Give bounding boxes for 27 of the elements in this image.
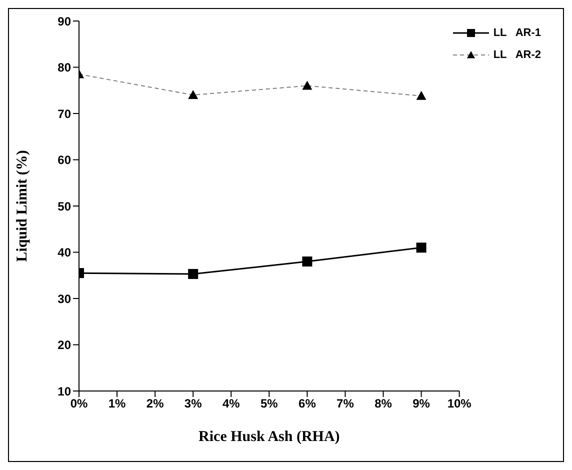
y-tick-label: 30 [58, 292, 72, 306]
x-tick-label: 3% [184, 396, 202, 411]
x-tick-label: 6% [298, 396, 316, 411]
y-tick-label: 70 [58, 106, 72, 121]
x-tick-label: 7% [336, 396, 354, 411]
y-tick-label: 10 [58, 384, 72, 398]
y-tick-label: 40 [58, 246, 72, 260]
y-tick-label: 20 [58, 338, 72, 352]
legend-label: LL AR-1 [493, 27, 541, 39]
x-tick-label: 4% [222, 396, 240, 411]
x-tick-label: 10% [447, 396, 472, 411]
y-tick-label: 80 [58, 60, 72, 75]
y-tick-label: 90 [58, 14, 72, 28]
y-axis-title: Liquid Limit (%) [14, 150, 30, 262]
x-tick-label: 8% [374, 396, 392, 411]
point [302, 256, 312, 266]
x-tick-label: 0% [70, 396, 88, 411]
point [188, 268, 198, 279]
x-tick-label: 5% [260, 396, 278, 411]
y-tick-label: 60 [58, 153, 72, 168]
legend-label: LL AR-2 [493, 49, 541, 61]
x-tick-label: 1% [108, 396, 126, 411]
x-axis-title: Rice Husk Ash (RHA) [198, 429, 340, 445]
y-tick-label: 50 [58, 199, 72, 214]
x-tick-label: 2% [146, 396, 164, 411]
x-tick-label: 9% [412, 396, 430, 411]
point [416, 242, 426, 253]
